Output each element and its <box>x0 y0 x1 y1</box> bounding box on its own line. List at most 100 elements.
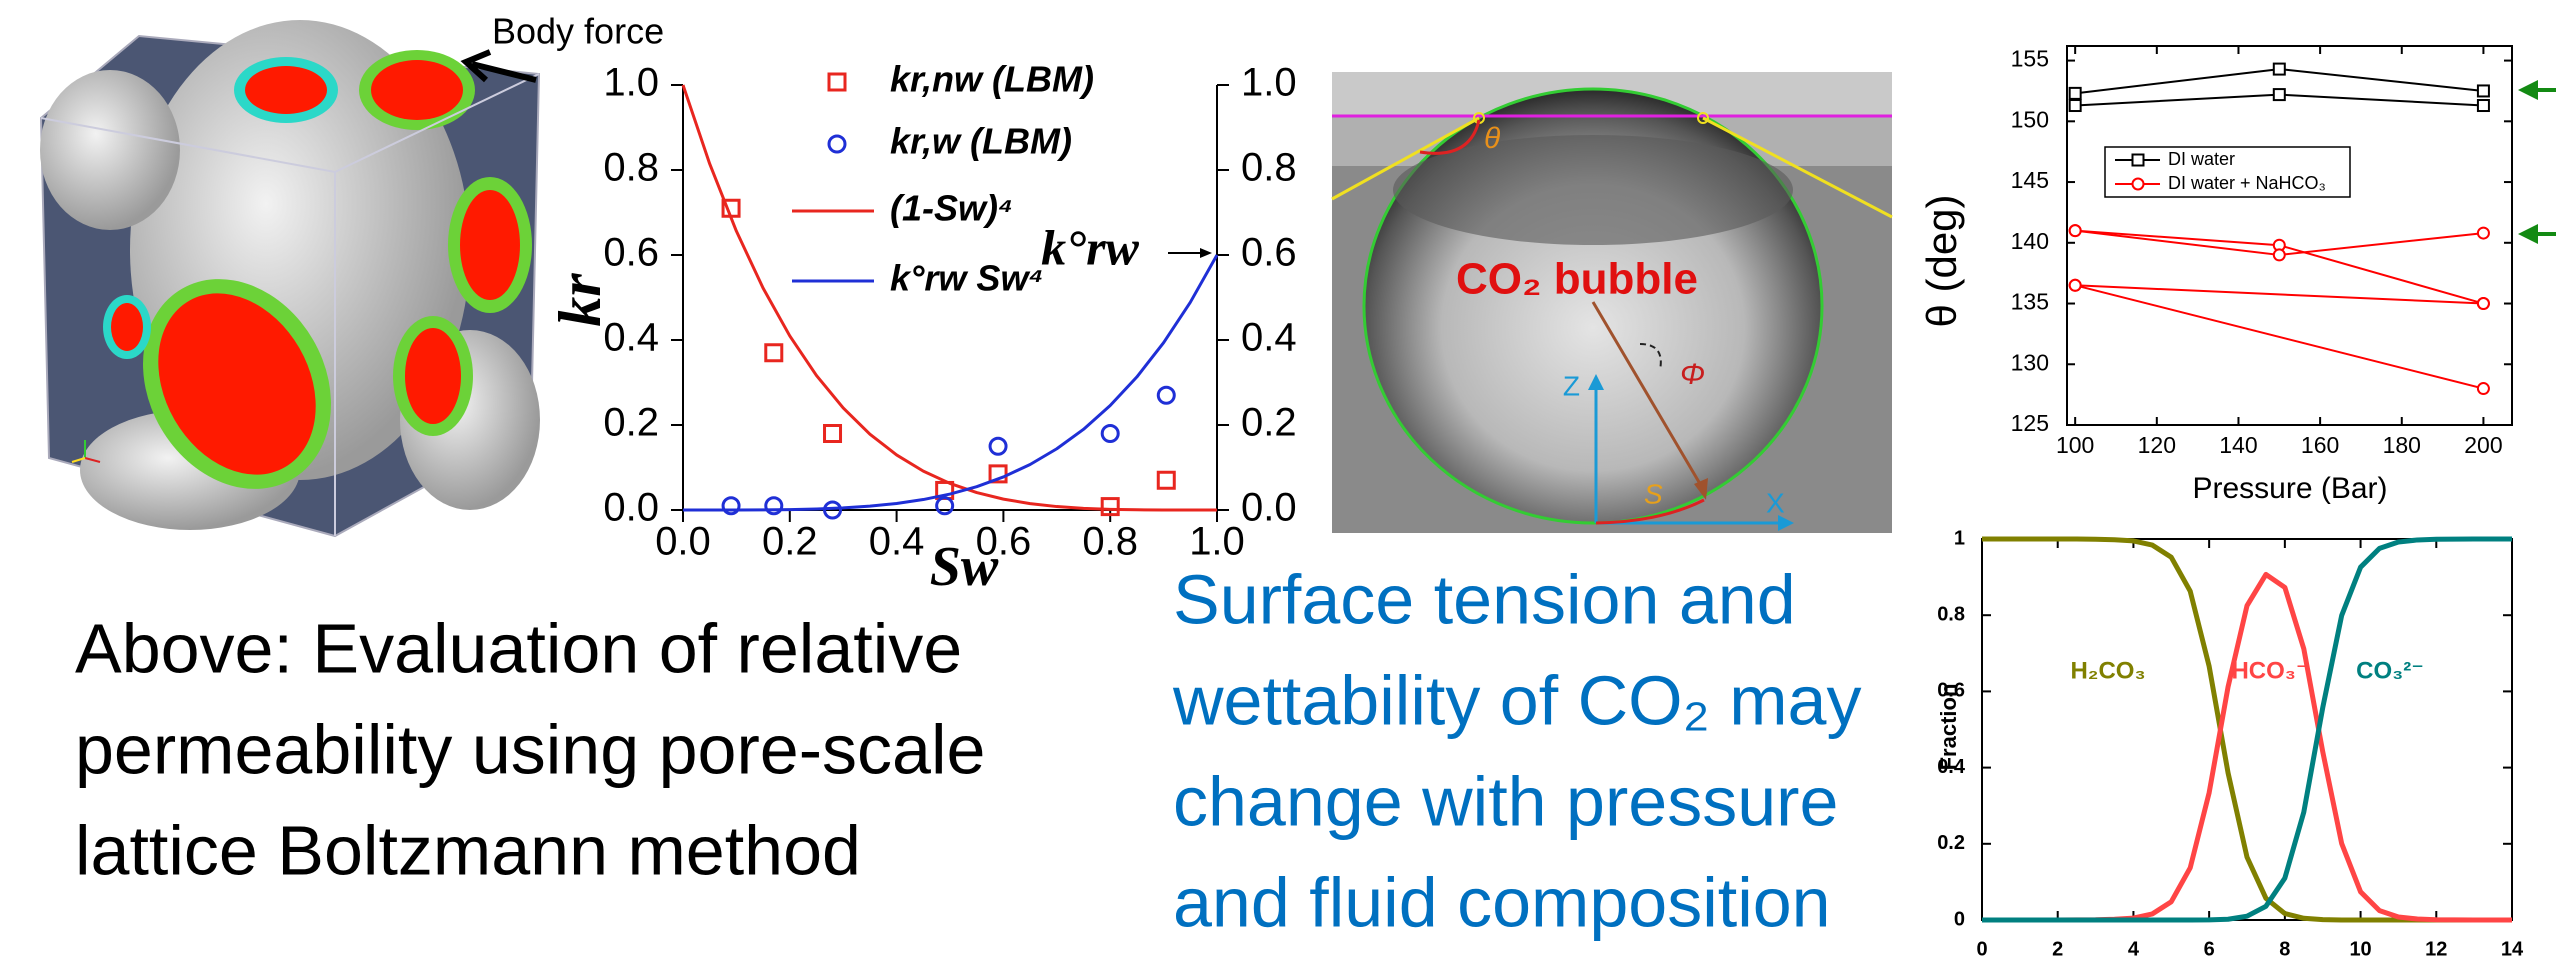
force-arrow <box>471 61 537 83</box>
x-tick-label: 120 <box>2138 432 2176 458</box>
body-force-label: Body force <box>492 11 664 52</box>
marker <box>988 464 1008 484</box>
triad-axis <box>71 457 86 463</box>
marker <box>2272 248 2286 262</box>
plot-frame <box>2066 45 2513 426</box>
tangent-line <box>1702 116 1893 219</box>
caption-line: Above: Evaluation of relative <box>75 609 962 687</box>
y-tick-label: 140 <box>2011 228 2049 254</box>
s-label: S <box>1644 478 1663 509</box>
x-tick-label: 0.6 <box>976 520 1032 564</box>
marker <box>764 496 784 516</box>
triad-axis <box>84 457 101 463</box>
y-tick-label: 0.6 <box>603 231 659 275</box>
grain <box>40 70 180 230</box>
marker <box>827 72 847 92</box>
y2-tick-label: 0.0 <box>1241 486 1297 530</box>
y-tick-label: 0.2 <box>603 401 659 445</box>
contact-point <box>1697 112 1709 124</box>
x-tick-label: 0.2 <box>762 520 818 564</box>
y-tick-label: 155 <box>2011 46 2049 72</box>
x-tick-label: 10 <box>2349 938 2371 960</box>
marker <box>2476 297 2490 311</box>
series-line <box>1982 571 2512 923</box>
y-tick-label: 1.0 <box>603 61 659 105</box>
series-line <box>2074 284 2484 390</box>
series-line <box>1982 536 2512 923</box>
y-tick-label: 1 <box>1954 527 1965 549</box>
marker <box>721 496 741 516</box>
blob <box>460 190 520 300</box>
y2-tick-label: 1.0 <box>1241 61 1297 105</box>
x-tick-label: 14 <box>2501 938 2524 960</box>
theta-label: θ <box>1484 122 1501 155</box>
legend-label: kr,nw (LBM) <box>890 59 1094 100</box>
series-line <box>681 84 1217 512</box>
y-tick-label: 145 <box>2011 167 2049 193</box>
bubble-label: CO₂ bubble <box>1456 255 1698 304</box>
curve-label: HCO₃⁻ <box>2231 657 2308 684</box>
marker <box>988 436 1008 456</box>
fluid-blobs <box>103 50 532 489</box>
x-tick-label: 6 <box>2204 938 2215 960</box>
legend-label: DI water <box>2168 149 2235 169</box>
marker <box>823 424 843 443</box>
x-tick-label: 0.8 <box>1082 520 1138 564</box>
curve-label: CO₃²⁻ <box>2356 657 2424 684</box>
y-tick-label: 0 <box>1954 908 1965 930</box>
x-tick-label: 100 <box>2056 432 2094 458</box>
y-tick-label: 0.8 <box>1937 603 1965 625</box>
series-line <box>683 254 1219 512</box>
marker <box>2272 62 2286 76</box>
marker <box>2068 278 2082 292</box>
caption-line: lattice Boltzmann method <box>75 811 861 889</box>
indicator-arrow <box>2518 224 2538 244</box>
y-tick-label: 135 <box>2011 289 2049 315</box>
marker <box>1100 497 1120 517</box>
x-tick-label: 0.4 <box>869 520 925 564</box>
y-tick-label: 130 <box>2011 349 2049 375</box>
legend-label: kr,w (LBM) <box>890 121 1072 162</box>
y2-tick-label: 0.4 <box>1241 316 1297 360</box>
caption-line: wettability of CO₂ may <box>1172 661 1861 739</box>
annotation-arrow-head <box>1200 248 1212 258</box>
phi-arc <box>1639 343 1662 371</box>
marker <box>2068 224 2082 238</box>
caption-line: permeability using pore-scale <box>75 710 985 788</box>
marker <box>2272 88 2286 102</box>
y-tick-label: 150 <box>2011 106 2049 132</box>
radius-arrow-head <box>1694 478 1708 500</box>
x-tick-label: 180 <box>2383 432 2421 458</box>
legend-label: DI water + NaHCO₃ <box>2168 173 2326 193</box>
caption-line: and fluid composition <box>1173 863 1831 941</box>
tangent-line <box>1331 116 1480 201</box>
y-tick-label: 0.8 <box>603 146 659 190</box>
series-line <box>2075 284 2484 305</box>
blob <box>405 328 461 424</box>
y-tick-label: 125 <box>2011 410 2049 436</box>
angle-arc <box>1419 119 1481 155</box>
y-tick-label: 0.4 <box>603 316 659 360</box>
x-label: X <box>1766 487 1785 518</box>
x-tick-label: 200 <box>2464 432 2502 458</box>
x-tick-label: 140 <box>2219 432 2257 458</box>
axes-triad <box>71 440 101 463</box>
marker <box>2476 84 2490 98</box>
indicator-arrow <box>2518 80 2538 100</box>
y2-tick-label: 0.6 <box>1241 231 1297 275</box>
pore-cube: Body force <box>39 11 664 538</box>
marker <box>1156 385 1176 405</box>
x-tick-label: 2 <box>2052 938 2063 960</box>
marker <box>2476 99 2490 113</box>
x-axis-label: Pressure (Bar) <box>2192 472 2387 505</box>
x-tick-label: 8 <box>2279 938 2290 960</box>
marker <box>2068 99 2082 113</box>
blob <box>158 293 316 475</box>
radius-arrow <box>1591 301 1708 495</box>
marker <box>1156 470 1176 490</box>
force-arrow-head <box>460 49 492 83</box>
marker <box>2131 153 2145 167</box>
x-tick-label: 4 <box>2128 938 2140 960</box>
